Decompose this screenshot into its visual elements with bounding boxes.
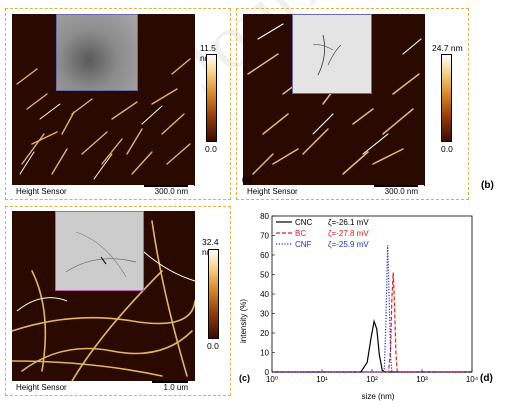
chart-ylabel: intensity (%)	[239, 299, 248, 343]
legend-zeta-cnf: ζ=-25.9 mV	[328, 240, 369, 249]
legend-label-cnc: CNC	[295, 218, 313, 227]
colorbar-max-a: 11.5 nm	[200, 43, 216, 63]
colorbar-min-b: 0.0	[441, 144, 453, 154]
afm-image-c	[12, 211, 195, 381]
legend-zeta-cnc: ζ=-26.1 mV	[328, 218, 369, 227]
panel-tag-c: (c)	[239, 373, 250, 383]
colorbar-b	[441, 54, 452, 142]
colorbar-min-a: 0.0	[205, 144, 217, 154]
scale-label-a: 300.0 nm	[154, 187, 188, 196]
y-tick-label: 60	[260, 251, 269, 260]
colorbar-a	[206, 54, 217, 142]
tem-inset-c	[55, 211, 144, 291]
scale-label-c: 1.0 um	[163, 383, 188, 392]
afm-fibers-c	[12, 220, 195, 381]
x-tick-label: 10⁰	[266, 375, 278, 384]
tem-fibers-c	[65, 231, 137, 278]
y-tick-label: 10	[260, 349, 269, 358]
panel-d: intensity (%) size (nm) 0 10 20 30 40 50 60 70 8…	[236, 206, 510, 402]
afm-image-b	[243, 14, 425, 186]
legend-zeta-bc: ζ=-27.8 mV	[328, 229, 369, 238]
y-tick-label: 70	[260, 232, 269, 241]
panel-c: Height Sensor 1.0 um 32.4 nm 0.0	[5, 206, 231, 396]
x-tick-label: 10²	[366, 375, 378, 384]
y-tick-label: 20	[260, 329, 269, 338]
scale-bar-c	[152, 381, 188, 383]
y-tick-label: 0	[265, 368, 270, 377]
series-cnf-line	[272, 245, 472, 373]
panel-tag-b: (b)	[481, 180, 494, 191]
colorbar-max-c: 32.4 nm	[202, 237, 219, 257]
panel-a: Height Sensor 300.0 nm 11.5 nm 0.0	[5, 8, 231, 200]
scale-bar-b	[374, 185, 418, 187]
colorbar-min-c: 0.0	[207, 341, 219, 351]
afm-image-a	[12, 14, 195, 186]
panel-b: Height Sensor 300.0 nm 24.7 nm 0.0 (a) (…	[236, 8, 494, 200]
tem-fibers-b	[312, 34, 342, 76]
y-tick-label: 30	[260, 310, 269, 319]
tem-inset-a	[56, 14, 138, 91]
y-tick-label: 50	[260, 271, 269, 280]
colorbar-max-b: 24.7 nm	[432, 43, 463, 53]
sensor-label-a: Height Sensor	[16, 187, 67, 196]
size-distribution-chart: intensity (%) size (nm) 0 10 20 30 40 50 60 70 8…	[239, 212, 479, 401]
y-tick-label: 80	[260, 212, 269, 221]
sensor-bar-a: Height Sensor 300.0 nm	[12, 185, 194, 199]
scale-label-b: 300.0 nm	[384, 187, 418, 196]
legend-label-bc: BC	[295, 229, 306, 238]
panel-tag-a: (a)	[242, 175, 252, 184]
series-bc-line	[272, 272, 472, 373]
scale-bar-a	[144, 185, 188, 187]
legend-label-cnf: CNF	[295, 240, 312, 249]
x-tick-label: 10¹	[316, 375, 328, 384]
tem-inset-b	[292, 14, 372, 94]
series-cnc-line	[272, 318, 472, 373]
sensor-label-c: Height Sensor	[16, 383, 67, 392]
sensor-bar-b: Height Sensor 300.0 nm	[243, 185, 424, 199]
sensor-label-b: Height Sensor	[247, 187, 298, 196]
panel-tag-d: (d)	[480, 373, 493, 384]
chart-xlabel: size (nm)	[362, 392, 395, 401]
colorbar-c	[208, 249, 219, 339]
x-tick-label: 10⁴	[466, 375, 479, 384]
x-tick-label: 10³	[416, 375, 428, 384]
sensor-bar-c: Height Sensor 1.0 um	[12, 381, 194, 395]
y-tick-label: 40	[260, 290, 269, 299]
afm-fibers-a	[16, 58, 191, 180]
